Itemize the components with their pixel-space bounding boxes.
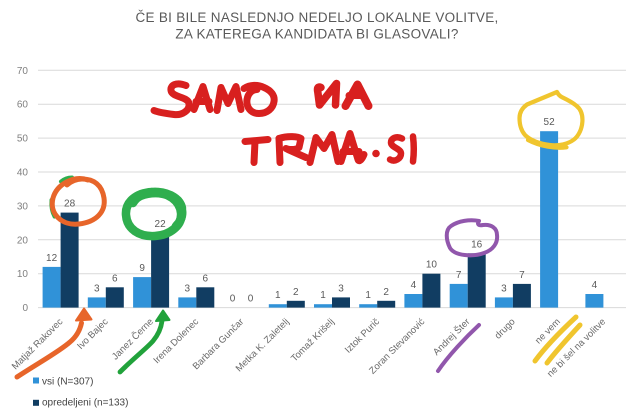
svg-text:3: 3 (501, 283, 507, 294)
svg-text:50: 50 (17, 134, 29, 145)
svg-text:0: 0 (230, 294, 236, 305)
svg-text:28: 28 (64, 199, 76, 210)
svg-text:9: 9 (139, 263, 145, 274)
svg-text:opredeljeni (n=133): opredeljeni (n=133) (42, 398, 128, 409)
svg-text:6: 6 (203, 273, 209, 284)
svg-text:3: 3 (94, 283, 100, 294)
svg-text:60: 60 (17, 100, 29, 111)
svg-text:0: 0 (248, 294, 254, 305)
svg-text:10: 10 (17, 269, 29, 280)
svg-text:3: 3 (338, 283, 344, 294)
svg-text:3: 3 (185, 283, 191, 294)
svg-text:4: 4 (411, 280, 417, 291)
svg-text:2: 2 (293, 287, 299, 298)
svg-text:ZA KATEREGA KANDIDATA BI GLASO: ZA KATEREGA KANDIDATA BI GLASOVALI? (175, 27, 458, 42)
svg-text:ČE BI BILE NASLEDNJO NEDELJO L: ČE BI BILE NASLEDNJO NEDELJO LOKALNE VOL… (135, 10, 498, 25)
svg-text:40: 40 (17, 168, 29, 179)
svg-text:10: 10 (426, 260, 438, 271)
svg-text:20: 20 (17, 235, 29, 246)
svg-text:30: 30 (17, 201, 29, 212)
svg-text:7: 7 (519, 270, 525, 281)
svg-text:12: 12 (46, 253, 58, 264)
svg-text:70: 70 (17, 66, 29, 77)
svg-text:7: 7 (456, 270, 462, 281)
svg-text:2: 2 (383, 287, 389, 298)
svg-text:52: 52 (544, 117, 556, 128)
svg-text:1: 1 (275, 290, 281, 301)
svg-text:22: 22 (155, 219, 167, 230)
svg-text:0: 0 (22, 303, 28, 314)
svg-text:16: 16 (471, 239, 483, 250)
svg-text:vsi (N=307): vsi (N=307) (42, 377, 93, 388)
svg-text:1: 1 (320, 290, 326, 301)
svg-text:1: 1 (365, 290, 371, 301)
svg-text:4: 4 (592, 280, 598, 291)
svg-text:6: 6 (112, 273, 118, 284)
